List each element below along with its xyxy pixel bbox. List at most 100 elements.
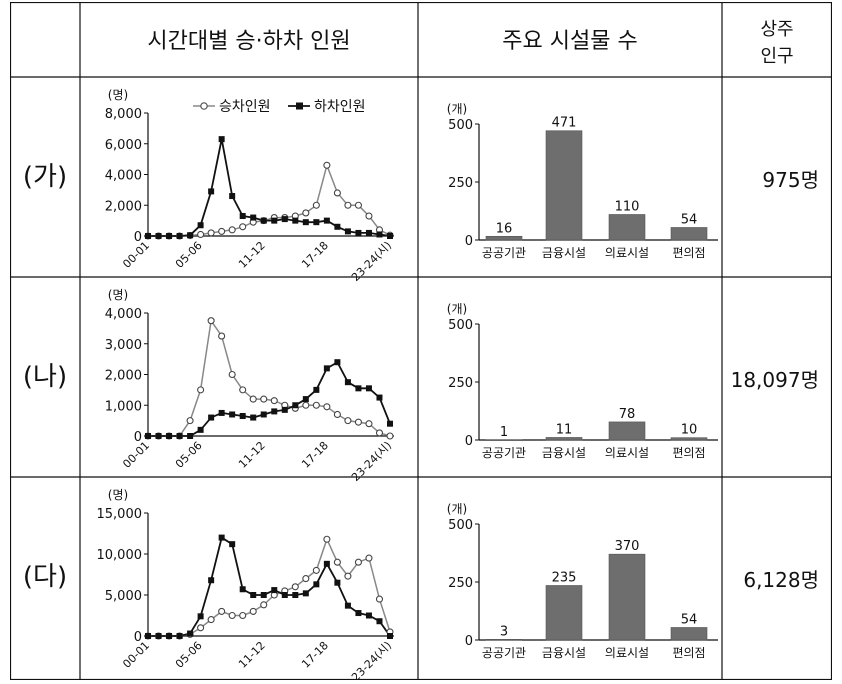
- data-point-alighting: [334, 579, 341, 586]
- x-tick-label: 05-06: [173, 439, 205, 471]
- data-point-alighting: [376, 618, 383, 625]
- header-facilities: 주요 시설물 수: [502, 29, 637, 54]
- row-label: (나): [23, 362, 67, 392]
- data-point-alighting: [229, 541, 236, 548]
- data-point-alighting: [302, 590, 309, 597]
- table-border: [9, 1, 833, 681]
- bar-y-tick-label: 0: [465, 634, 473, 649]
- bar-y-tick-label: 250: [448, 176, 473, 191]
- table-header: 시간대별 승·하차 인원 주요 시설물 수 상주 인구: [147, 19, 793, 67]
- series-line-alighting: [148, 536, 391, 637]
- bar-value-label: 110: [615, 199, 640, 214]
- figure-table: 시간대별 승·하차 인원 주요 시설물 수 상주 인구 (가) 975명 0 2,00…: [9, 1, 833, 684]
- data-point-boarding: [207, 229, 215, 237]
- data-point-alighting: [271, 408, 278, 415]
- data-point-boarding: [239, 386, 247, 394]
- data-point-alighting: [260, 217, 267, 224]
- x-tick-label: 05-06: [173, 239, 205, 271]
- y-tick-label: 2,000: [105, 369, 142, 384]
- data-point-alighting: [355, 385, 362, 392]
- y-unit-label: (명): [108, 88, 128, 102]
- data-point-alighting: [155, 633, 162, 639]
- data-point-alighting: [250, 214, 257, 221]
- bar-value-label: 11: [556, 422, 573, 437]
- data-point-alighting: [239, 413, 246, 420]
- y-tick-label: 15,000: [97, 507, 143, 522]
- data-point-alighting: [344, 228, 351, 235]
- series-line-boarding: [148, 537, 391, 637]
- data-point-boarding: [239, 223, 247, 231]
- data-point-boarding: [218, 227, 226, 235]
- bar-1: [545, 585, 583, 641]
- data-point-alighting: [145, 433, 151, 439]
- data-point-boarding: [365, 420, 373, 428]
- data-point-boarding: [207, 317, 215, 325]
- facility-chart: 0 250 500 (개) 16 공공기관 471 금융시설 110 의료시설 54 편의점: [447, 102, 718, 260]
- bar-value-label: 54: [681, 612, 698, 627]
- x-tick-label: 17-18: [299, 639, 331, 671]
- y-tick-label: 0: [134, 430, 142, 445]
- data-point-boarding: [375, 595, 384, 603]
- data-point-alighting: [166, 633, 173, 639]
- data-point-boarding: [365, 554, 373, 562]
- bar-category-label: 금융시설: [542, 446, 586, 460]
- data-point-boarding: [270, 397, 278, 405]
- data-point-boarding: [249, 395, 257, 403]
- data-point-alighting: [260, 592, 267, 598]
- data-point-boarding: [344, 572, 352, 580]
- data-point-boarding: [249, 607, 257, 615]
- bar-value-label: 3: [500, 624, 508, 639]
- data-point-boarding: [312, 201, 320, 209]
- data-point-boarding: [207, 616, 215, 624]
- population-value: 975명: [762, 168, 819, 192]
- bar-y-tick-label: 500: [448, 118, 473, 133]
- population-value: 18,097명: [731, 368, 819, 392]
- bar-category-label: 금융시설: [542, 246, 586, 260]
- bar-value-label: 1: [500, 425, 508, 440]
- row-label: (가): [23, 162, 67, 192]
- data-point-boarding: [312, 401, 320, 409]
- bar-category-label: 금융시설: [542, 646, 586, 660]
- y-tick-label: 10,000: [97, 548, 143, 563]
- bar-3: [670, 227, 708, 241]
- data-point-alighting: [365, 612, 372, 619]
- data-point-alighting: [187, 232, 194, 239]
- y-tick-label: 1,000: [105, 399, 142, 414]
- x-unit-label: (시): [372, 439, 394, 461]
- data-point-boarding: [323, 403, 331, 411]
- data-point-boarding: [386, 432, 394, 440]
- x-tick-label: 11-12: [236, 639, 268, 671]
- data-point-boarding: [365, 212, 373, 220]
- bar-category-label: 편의점: [672, 446, 705, 460]
- data-point-boarding: [260, 601, 268, 609]
- data-point-alighting: [302, 219, 309, 226]
- data-point-boarding: [312, 566, 320, 574]
- data-point-alighting: [187, 433, 194, 439]
- data-point-boarding: [239, 611, 247, 620]
- y-tick-label: 0: [134, 230, 142, 245]
- data-point-alighting: [281, 406, 288, 413]
- data-point-alighting: [239, 213, 246, 220]
- data-point-boarding: [375, 429, 384, 437]
- row-label: (다): [23, 562, 67, 592]
- data-point-alighting: [313, 581, 320, 588]
- data-point-alighting: [292, 217, 299, 224]
- data-point-alighting: [218, 409, 225, 416]
- table-frame: [9, 1, 833, 681]
- y-tick-label: 3,000: [105, 338, 142, 353]
- data-point-boarding: [186, 417, 194, 425]
- y-unit-label: (명): [108, 288, 128, 302]
- bar-value-label: 370: [615, 539, 640, 554]
- legend-label-boarding: 승차인원: [219, 99, 271, 115]
- data-point-alighting: [313, 386, 320, 393]
- y-tick-label: 5,000: [105, 589, 142, 604]
- x-unit-label: (시): [372, 639, 394, 661]
- data-point-alighting: [323, 365, 330, 372]
- data-point-alighting: [260, 411, 267, 418]
- data-point-alighting: [208, 414, 215, 421]
